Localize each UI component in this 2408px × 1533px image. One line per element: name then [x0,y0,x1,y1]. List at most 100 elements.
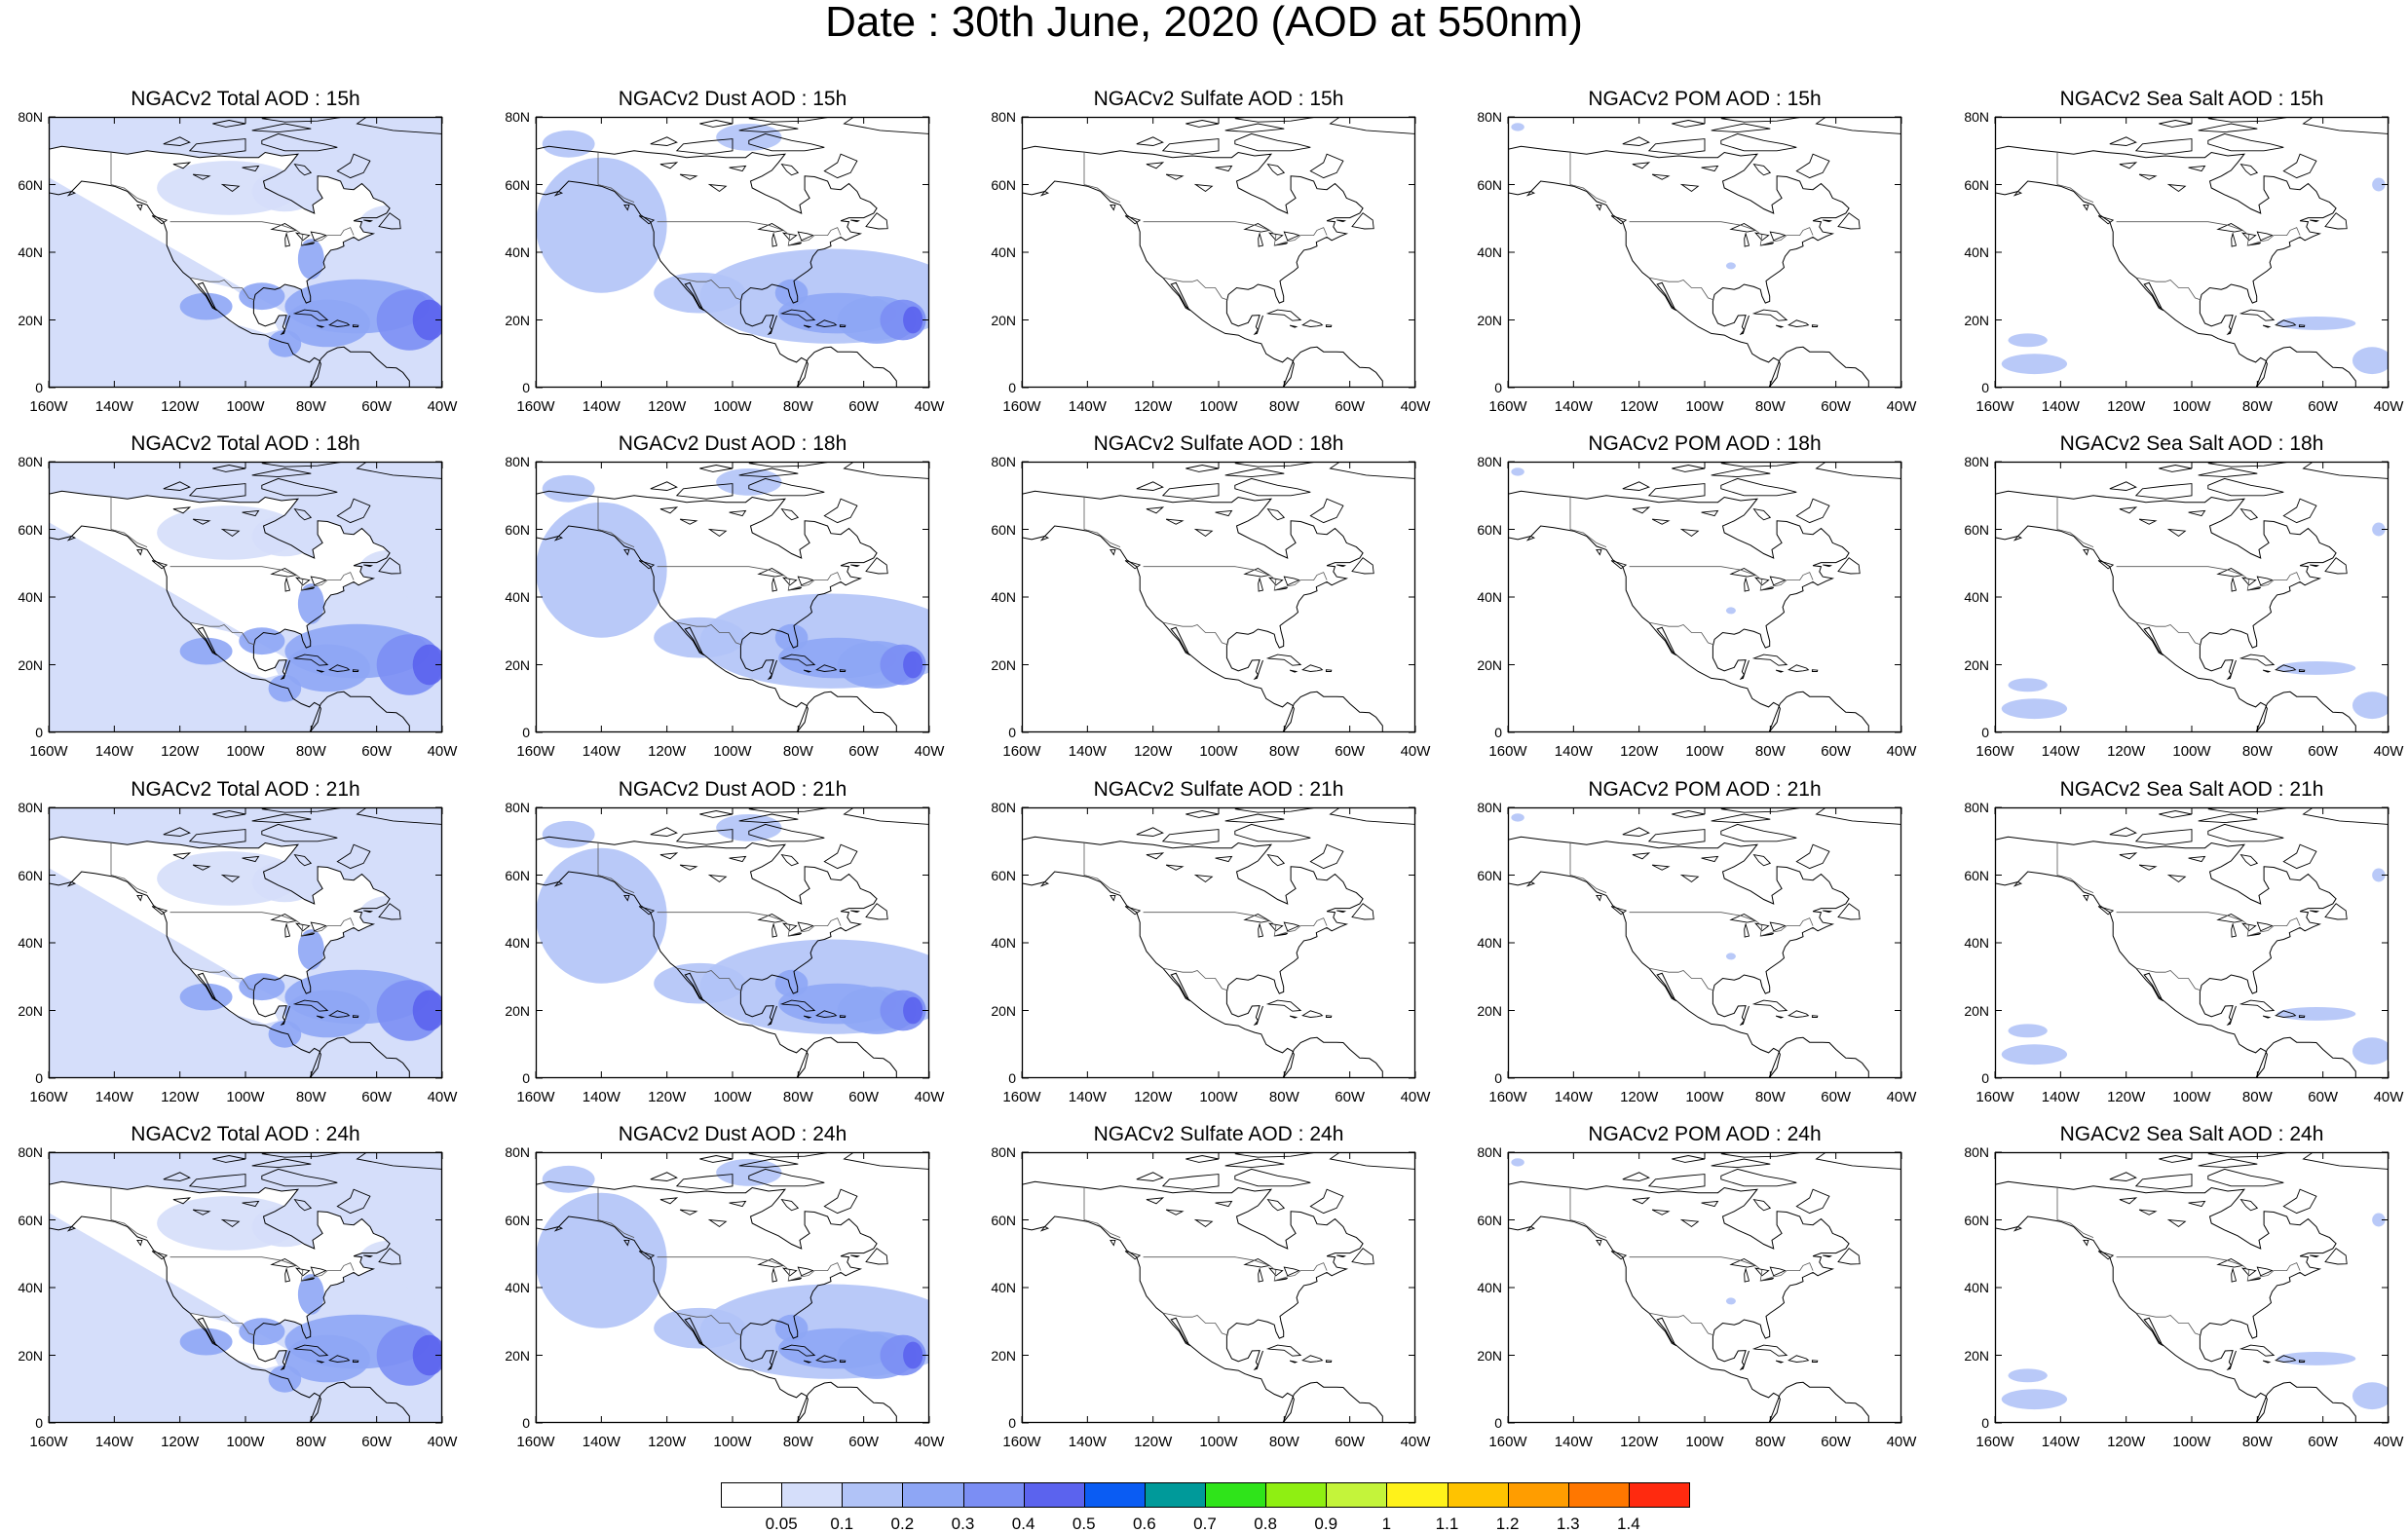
country-border [189,967,255,991]
lon-tick-label: 120W [648,398,687,415]
island-outline [1795,498,1830,524]
island-outline [1837,212,1861,230]
aod-region [2276,1352,2356,1365]
island-outline [2134,138,2193,155]
island-outline [336,153,371,179]
island-outline [295,922,311,932]
country-border [189,1312,255,1336]
panel-title: NGACv2 Sulfate AOD : 21h [1093,778,1344,801]
island-outline [2134,1174,2193,1190]
lon-tick-label: 160W [29,1089,68,1105]
country-border [2056,1187,2094,1238]
island-outline [1760,1277,1774,1282]
island-outline [1136,136,1164,146]
lon-tick-label: 60W [361,1089,393,1105]
island-outline [823,498,858,524]
colorbar-tick-label: 0.5 [1072,1514,1096,1533]
island-outline [1711,1158,1771,1169]
lat-tick-label: 80N [1964,800,1989,815]
island-outline [284,1267,291,1283]
island-outline [1110,1239,1116,1247]
coastline [536,836,898,1078]
island-outline [1301,1010,1324,1018]
island-outline [301,242,315,246]
lat-tick-label: 0 [1981,380,1989,395]
island-outline [1234,807,1318,813]
island-outline [163,827,191,837]
country-border [1629,566,1814,591]
island-outline [251,123,312,133]
island-outline [192,1209,211,1215]
aod-region [2001,1044,2068,1066]
island-outline [1215,509,1233,517]
island-outline [1265,1344,1302,1357]
aod-region [297,929,324,970]
country-border [2135,621,2201,646]
island-outline [310,921,327,932]
aod-background [1022,807,1415,1078]
island-outline [1289,1360,1298,1364]
aod-region [2352,692,2389,720]
island-outline [336,843,371,870]
island-outline [2298,1015,2306,1018]
island-outline [1146,506,1165,514]
aod-region [774,623,809,652]
lon-tick-label: 40W [427,398,458,415]
lon-tick-label: 40W [427,1434,458,1450]
island-outline [780,853,800,867]
island-outline [2138,518,2158,525]
island-outline [2239,853,2259,867]
island-outline [1289,324,1298,328]
island-outline [1234,1152,1318,1158]
island-outline [363,1254,374,1258]
aod-region [2352,1037,2389,1066]
colorbar-tick-label: 0.4 [1011,1514,1035,1533]
lon-tick-label: 80W [295,743,326,760]
island-outline [2231,922,2238,938]
island-outline [748,132,825,152]
aod-region [2008,678,2048,692]
island-outline [242,855,260,863]
lat-tick-label: 40N [505,244,530,260]
figure-title: Date : 30th June, 2020 (AOD at 550nm) [825,0,1583,46]
island-outline [2262,669,2272,673]
island-outline [1610,560,1628,570]
island-outline [292,1344,329,1357]
aod-region [542,1165,595,1193]
island-outline [1525,880,1536,887]
lat-tick-label: 80N [18,800,43,815]
coastline [1508,145,1870,388]
island-outline [172,852,192,860]
island-outline [1234,462,1318,467]
aod-region [903,996,923,1025]
island-outline [2324,903,2348,920]
country-border [1083,842,1121,893]
island-outline [363,219,374,223]
island-outline [1110,894,1116,902]
island-outline [1769,231,1787,242]
island-outline [1622,1172,1650,1181]
island-outline [1136,827,1164,837]
aod-map-sulfate [1021,116,1416,389]
aod-region [239,1318,285,1346]
aod-region [654,617,746,658]
island-outline [1596,894,1602,902]
lon-tick-label: 80W [782,398,813,415]
aod-region [2276,1007,2356,1021]
island-outline [865,557,888,575]
lon-tick-label: 100W [2172,743,2211,760]
aod-region [542,130,595,158]
island-outline [780,163,800,176]
island-outline [1136,481,1164,491]
aod-region [1725,607,1736,615]
aod-region [2008,1024,2048,1038]
island-outline [1647,829,1706,845]
island-outline [2241,922,2257,932]
island-outline [136,204,143,211]
lon-tick-label: 160W [1975,743,2014,760]
island-outline [1161,829,1220,845]
island-outline [1265,309,1302,321]
island-outline [1647,1174,1706,1190]
colorbar-tick-label: 0.6 [1133,1514,1156,1533]
lat-tick-label: 80N [991,1144,1016,1160]
